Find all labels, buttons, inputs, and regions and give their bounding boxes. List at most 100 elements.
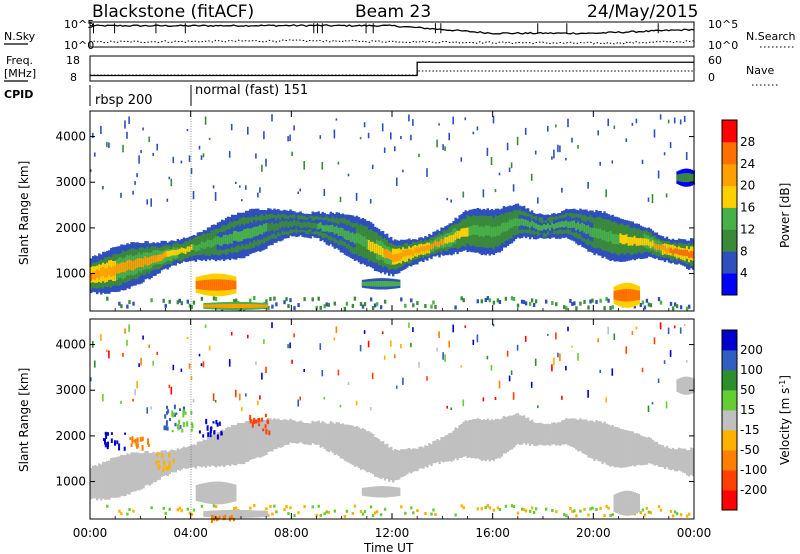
- power-echo-cell: [150, 256, 153, 264]
- power-echo-cell: [438, 123, 440, 126]
- velocity-echo-cell: [657, 505, 661, 509]
- velocity-echo-cell: [452, 430, 455, 461]
- velocity-echo-cell: [271, 419, 274, 452]
- power-echo-cell: [323, 304, 326, 309]
- velocity-echo-cell: [412, 448, 415, 472]
- power-echo-cell: [347, 230, 351, 240]
- power-ytick-label: 3000: [55, 175, 86, 189]
- velocity-echo-cell: [271, 512, 274, 516]
- velocity-echo-cell: [408, 447, 411, 473]
- velocity-echo-cell: [281, 420, 284, 447]
- power-echo-cell: [516, 303, 520, 308]
- velocity-echo-cell: [363, 429, 367, 471]
- velocity-echo-cell: [464, 420, 467, 457]
- velocity-echo-cell: [210, 434, 214, 466]
- velocity-echo-cell: [199, 483, 203, 502]
- velocity-echo-cell: [287, 512, 290, 516]
- power-echo-cell: [684, 173, 687, 183]
- power-echo-cell: [245, 304, 248, 308]
- power-echo-cell: [599, 161, 601, 166]
- velocity-echo-cell: [557, 422, 560, 446]
- power-echo-cell: [383, 299, 387, 304]
- velocity-echo-cell: [639, 435, 643, 466]
- power-echo-cell: [343, 306, 347, 311]
- velocity-echo-cell: [567, 418, 570, 446]
- velocity-echo-cell: [400, 344, 402, 349]
- power-echo-cell: [365, 239, 369, 249]
- velocity-echo-cell: [150, 452, 153, 485]
- velocity-echo-cell: [154, 452, 157, 483]
- power-echo-cell: [132, 301, 135, 306]
- velocity-echo-cell: [671, 447, 675, 470]
- power-echo-cell: [239, 231, 242, 242]
- velocity-echo-cell: [543, 424, 546, 446]
- velocity-echo-cell: [166, 426, 169, 431]
- power-echo-cell: [197, 280, 201, 290]
- velocity-echo-cell: [460, 365, 463, 368]
- velocity-echo-cell: [545, 507, 548, 511]
- power-echo-cell: [152, 152, 154, 156]
- velocity-colorbar-swatch: [722, 490, 737, 511]
- power-echo-cell: [148, 136, 150, 143]
- velocity-echo-cell: [120, 454, 123, 496]
- velocity-echo-cell: [420, 446, 423, 468]
- power-echo-cell: [402, 169, 404, 173]
- velocity-echo-cell: [506, 416, 510, 452]
- power-echo-cell: [430, 304, 433, 309]
- velocity-echo-cell: [275, 510, 278, 514]
- velocity-colorbar-tick: -100: [740, 463, 767, 477]
- velocity-echo-cell: [122, 455, 125, 497]
- velocity-echo-cell: [277, 418, 280, 448]
- power-echo-cell: [412, 250, 415, 257]
- velocity-echo-cell: [126, 453, 129, 495]
- power-echo-cell: [428, 245, 431, 251]
- velocity-echo-cell: [450, 407, 452, 410]
- velocity-echo-cell: [587, 513, 590, 517]
- velocity-echo-cell: [319, 343, 322, 350]
- power-echo-cell: [486, 296, 490, 301]
- velocity-echo-cell: [486, 418, 490, 460]
- power-echo-cell: [472, 131, 475, 135]
- velocity-echo-cell: [418, 446, 421, 469]
- power-echo-cell: [325, 224, 329, 232]
- power-echo-cell: [657, 244, 661, 250]
- power-echo-cell: [345, 230, 349, 240]
- velocity-echo-cell: [589, 420, 592, 458]
- velocity-echo-cell: [434, 440, 437, 464]
- power-echo-cell: [203, 304, 206, 308]
- velocity-echo-cell: [102, 394, 104, 402]
- power-echo-cell: [178, 298, 182, 303]
- power-echo-cell: [186, 299, 190, 304]
- velocity-echo-cell: [579, 509, 582, 513]
- velocity-echo-cell: [410, 342, 412, 348]
- velocity-echo-cell: [249, 510, 253, 518]
- velocity-echo-cell: [255, 510, 259, 518]
- velocity-echo-cell: [168, 384, 171, 389]
- power-echo-cell: [224, 234, 228, 244]
- velocity-echo-cell: [379, 513, 383, 517]
- velocity-echo-cell: [184, 447, 188, 469]
- velocity-echo-cell: [106, 504, 109, 508]
- power-echo-cell: [192, 244, 196, 250]
- power-echo-cell: [228, 151, 231, 158]
- velocity-echo-cell: [303, 369, 305, 372]
- power-echo-cell: [424, 246, 427, 252]
- power-echo-cell: [607, 298, 610, 303]
- power-echo-cell: [234, 280, 237, 290]
- power-echo-cell: [176, 300, 180, 305]
- velocity-echo-cell: [155, 461, 158, 465]
- power-echo-cell: [631, 237, 635, 246]
- nave-label: Nave: [746, 64, 774, 77]
- power-echo-cell: [204, 241, 208, 249]
- power-echo-cell: [381, 248, 385, 258]
- power-echo-cell: [190, 244, 194, 250]
- velocity-echo-cell: [510, 370, 513, 375]
- power-echo-cell: [363, 281, 367, 286]
- velocity-echo-cell: [347, 381, 350, 385]
- velocity-echo-cell: [106, 461, 109, 500]
- power-echo-cell: [460, 296, 463, 301]
- power-echo-cell: [462, 228, 465, 237]
- velocity-echo-cell: [165, 465, 168, 470]
- power-echo-cell: [462, 191, 465, 198]
- velocity-echo-cell: [359, 344, 362, 352]
